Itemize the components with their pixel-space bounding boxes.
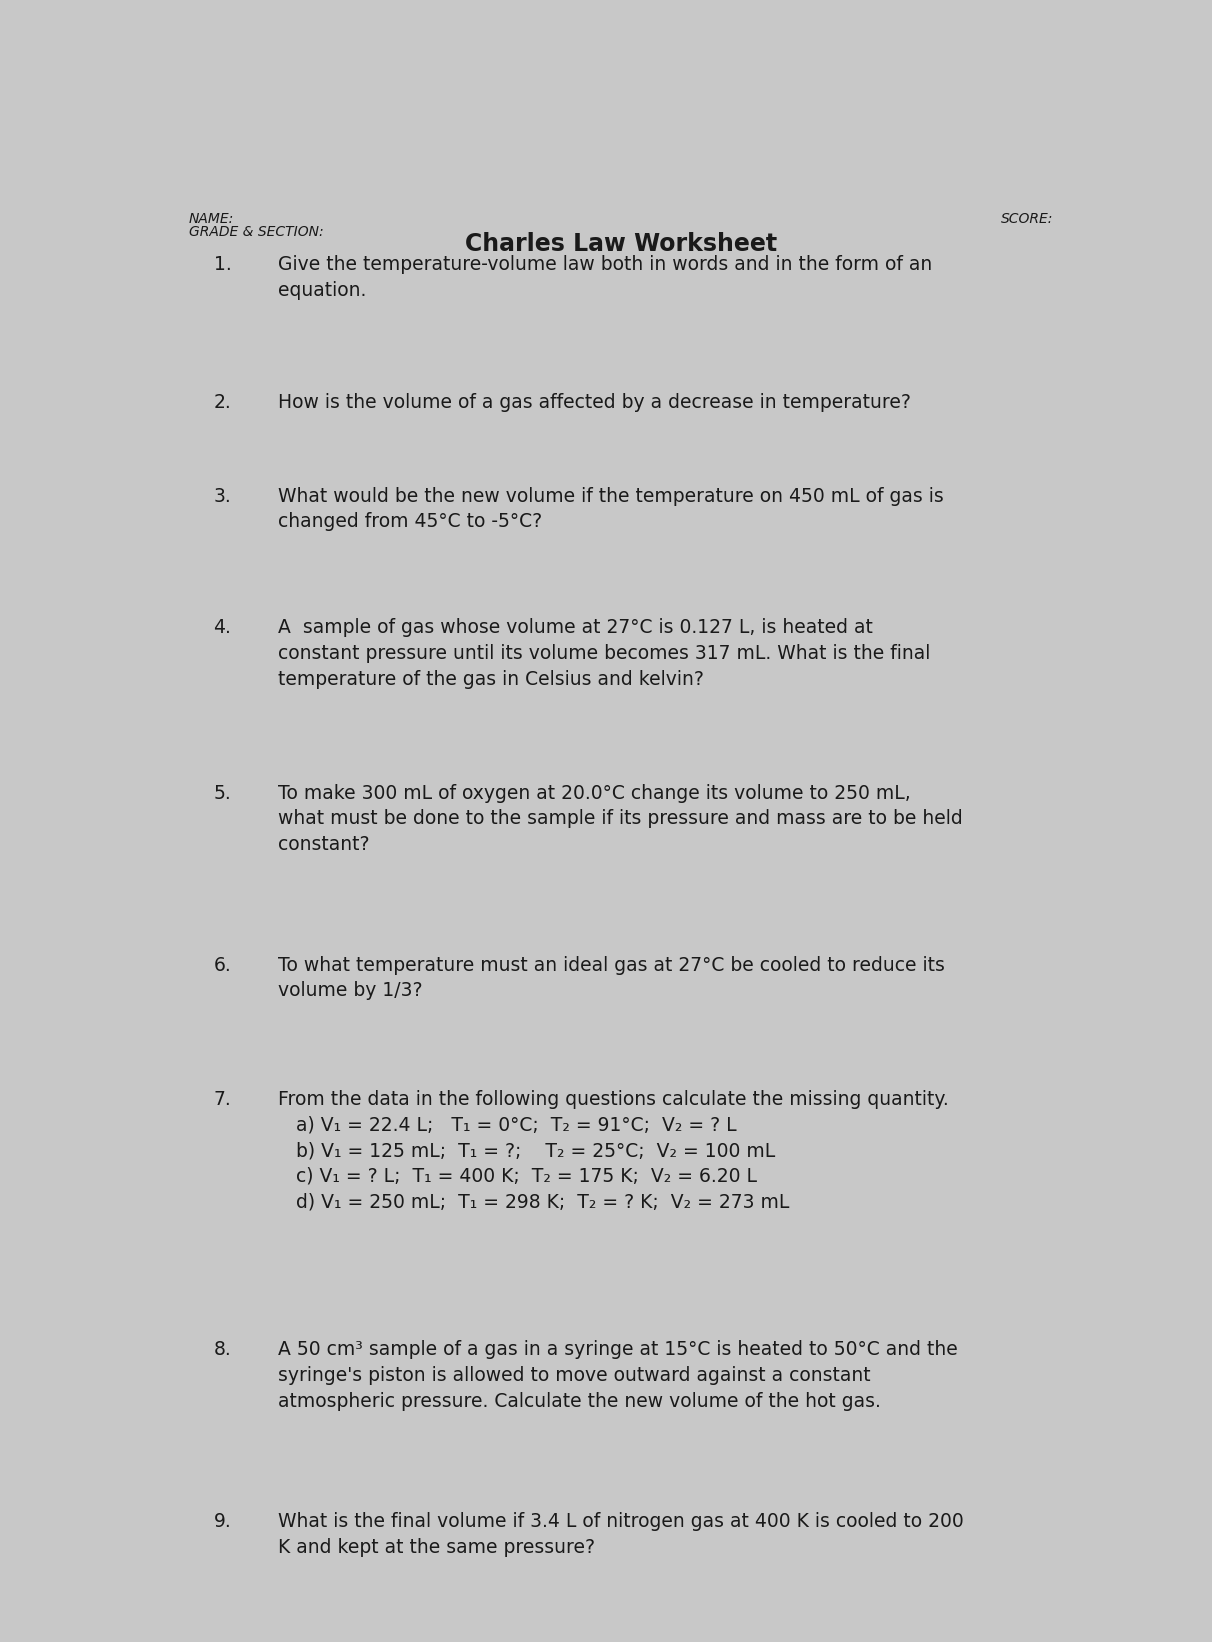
Text: 6.: 6. <box>213 956 231 975</box>
Text: 7.: 7. <box>213 1090 231 1108</box>
Text: 4.: 4. <box>213 617 231 637</box>
Text: To what temperature must an ideal gas at 27°C be cooled to reduce its
volume by : To what temperature must an ideal gas at… <box>279 956 945 1000</box>
Text: SCORE:: SCORE: <box>1001 212 1053 227</box>
Text: GRADE & SECTION:: GRADE & SECTION: <box>189 225 324 238</box>
Text: 9.: 9. <box>213 1512 231 1530</box>
Text: A 50 cm³ sample of a gas in a syringe at 15°C is heated to 50°C and the
syringe': A 50 cm³ sample of a gas in a syringe at… <box>279 1340 957 1410</box>
Text: 3.: 3. <box>213 486 231 506</box>
Text: 1.: 1. <box>213 255 231 274</box>
Text: 5.: 5. <box>213 783 231 803</box>
Text: 2.: 2. <box>213 392 231 412</box>
Text: To make 300 mL of oxygen at 20.0°C change its volume to 250 mL,
what must be don: To make 300 mL of oxygen at 20.0°C chang… <box>279 783 964 854</box>
Text: From the data in the following questions calculate the missing quantity.
   a) V: From the data in the following questions… <box>279 1090 949 1212</box>
Text: How is the volume of a gas affected by a decrease in temperature?: How is the volume of a gas affected by a… <box>279 392 911 412</box>
Text: What is the final volume if 3.4 L of nitrogen gas at 400 K is cooled to 200
K an: What is the final volume if 3.4 L of nit… <box>279 1512 964 1557</box>
Text: A  sample of gas whose volume at 27°C is 0.127 L, is heated at
constant pressure: A sample of gas whose volume at 27°C is … <box>279 617 931 688</box>
Text: NAME:: NAME: <box>189 212 234 227</box>
Text: Give the temperature-volume law both in words and in the form of an
equation.: Give the temperature-volume law both in … <box>279 255 932 300</box>
Text: 8.: 8. <box>213 1340 231 1360</box>
Text: What would be the new volume if the temperature on 450 mL of gas is
changed from: What would be the new volume if the temp… <box>279 486 944 532</box>
Text: Charles Law Worksheet: Charles Law Worksheet <box>465 233 777 256</box>
